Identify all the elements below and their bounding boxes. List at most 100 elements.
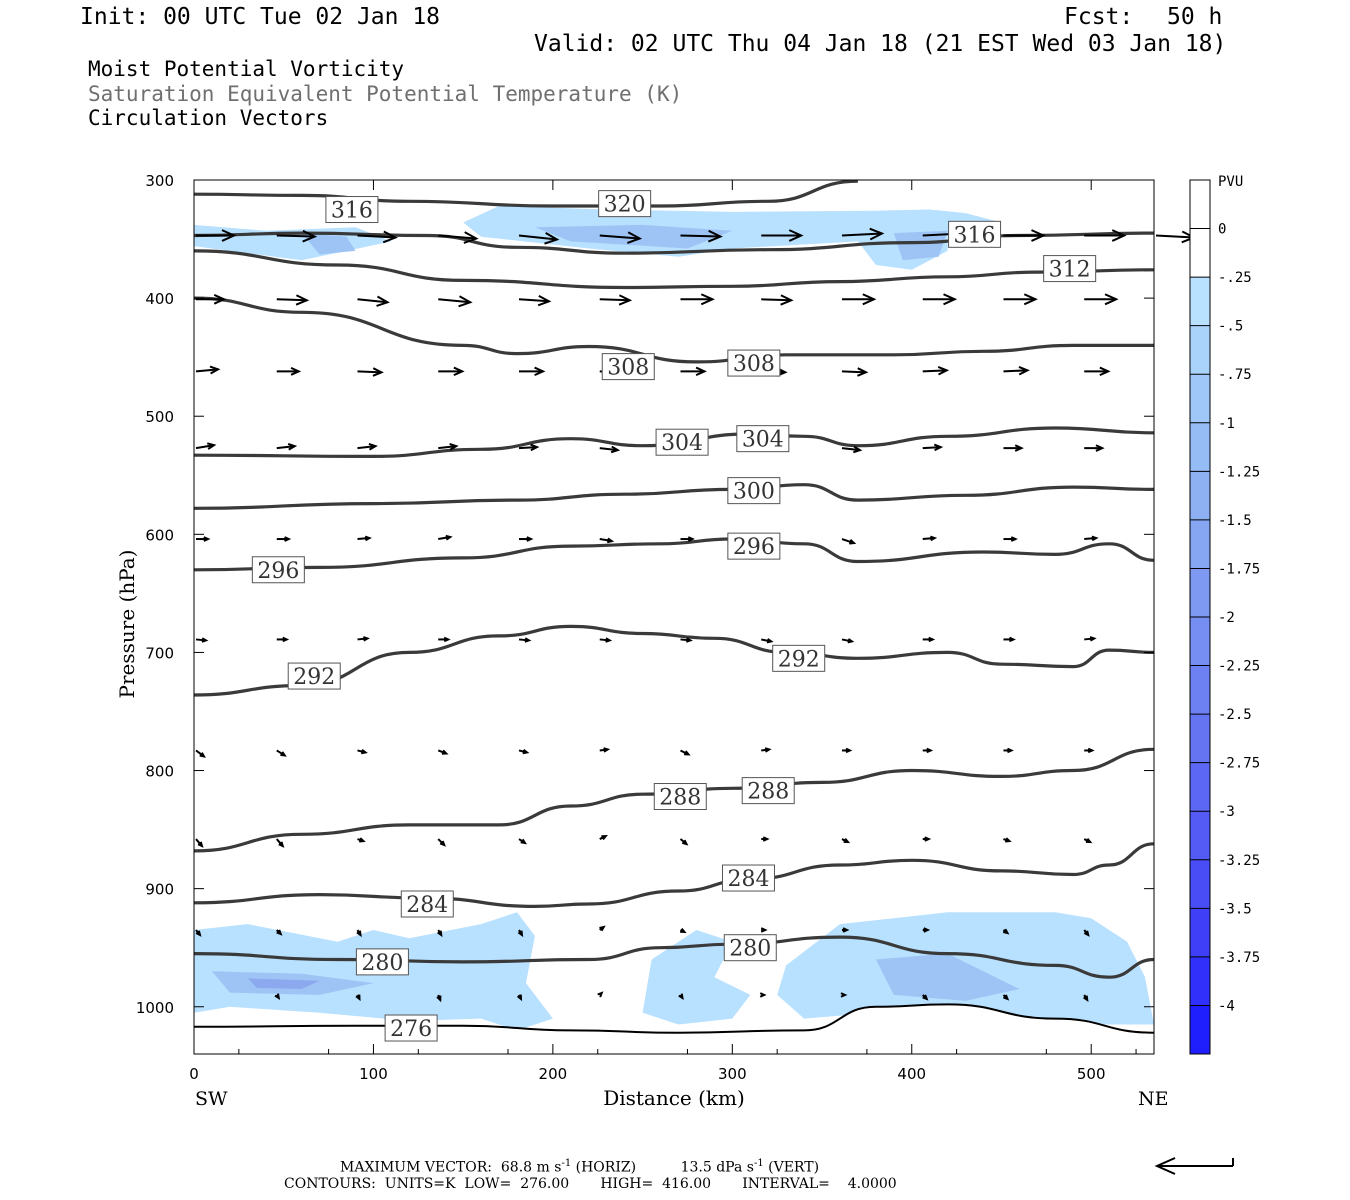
y-tick-label: 400 bbox=[145, 290, 174, 308]
vector-head bbox=[213, 293, 227, 305]
vector-head bbox=[290, 366, 302, 376]
vector-head bbox=[707, 229, 723, 243]
vector-head bbox=[869, 227, 885, 241]
vector-head bbox=[601, 834, 608, 841]
colorbar-label: -1.5 bbox=[1218, 513, 1252, 529]
colorbar-title: PVU bbox=[1218, 174, 1243, 190]
vector-head bbox=[372, 367, 384, 377]
vector-head bbox=[788, 229, 804, 242]
vector-shaft bbox=[518, 446, 538, 450]
colorbar-label: -2.75 bbox=[1218, 756, 1260, 772]
pv-region bbox=[301, 233, 356, 255]
vector-head bbox=[700, 293, 715, 306]
plot-frame bbox=[193, 179, 1155, 1055]
vector-head bbox=[445, 534, 453, 541]
contour-label: 316 bbox=[954, 223, 996, 248]
vector-head bbox=[1003, 994, 1010, 1001]
vector-head bbox=[684, 750, 691, 756]
vector-head bbox=[857, 367, 869, 377]
contour-label-box bbox=[325, 196, 379, 224]
vector-head bbox=[1031, 229, 1046, 242]
vector-head bbox=[843, 838, 851, 844]
colorbar-swatch bbox=[1190, 180, 1210, 230]
vector-shaft bbox=[680, 234, 721, 238]
reference-vector-icon bbox=[1154, 1157, 1234, 1175]
x-tick-label: 500 bbox=[1077, 1065, 1106, 1083]
vector-head bbox=[295, 294, 310, 306]
contour-label: 276 bbox=[390, 1017, 432, 1042]
max-vector-vert-exp: -1 bbox=[753, 1158, 764, 1169]
contour-label: 316 bbox=[331, 199, 373, 224]
contour-label: 304 bbox=[661, 431, 703, 456]
colorbar-label: -1.25 bbox=[1218, 464, 1260, 480]
vector-head bbox=[618, 294, 633, 306]
vector-head bbox=[1018, 365, 1030, 376]
colorbar-swatch bbox=[1190, 956, 1210, 1006]
colorbar-swatch bbox=[1190, 1005, 1210, 1055]
vector-head bbox=[840, 992, 848, 998]
contour-label-box bbox=[721, 864, 775, 892]
vector-head bbox=[441, 749, 449, 755]
max-vector-horiz-exp: -1 bbox=[561, 1158, 572, 1169]
vector-head bbox=[1009, 636, 1016, 643]
field-title-vectors: Circulation Vectors bbox=[88, 106, 329, 130]
max-vector-vert-tag: (VERT) bbox=[768, 1159, 820, 1176]
colorbar-label: -3.5 bbox=[1218, 901, 1252, 917]
contour-label-box bbox=[727, 532, 781, 560]
vector-head bbox=[766, 638, 774, 644]
colorbar-label: -2 bbox=[1218, 610, 1235, 626]
vector-head bbox=[206, 442, 217, 450]
theta-es-contours bbox=[193, 179, 1155, 1034]
y-tick-label: 800 bbox=[145, 763, 174, 781]
vector-head bbox=[274, 993, 281, 1000]
pv-shading bbox=[194, 206, 1154, 1031]
colorbar-label: -.25 bbox=[1218, 270, 1252, 286]
vector-shaft bbox=[357, 234, 396, 239]
vector-shaft bbox=[357, 298, 388, 304]
x-right-label: NE bbox=[1138, 1088, 1169, 1110]
vector-head bbox=[1083, 995, 1089, 1003]
contour-label-box bbox=[384, 1014, 438, 1042]
vector-head bbox=[443, 636, 451, 643]
vector-head bbox=[517, 930, 524, 938]
vector-head bbox=[762, 836, 770, 842]
circulation-vectors bbox=[195, 227, 1197, 1003]
vector-head bbox=[610, 445, 621, 454]
vector-shaft bbox=[1003, 369, 1028, 373]
vector-shaft bbox=[438, 445, 457, 450]
vector-head bbox=[534, 366, 546, 377]
contour-label: 308 bbox=[607, 356, 649, 381]
vector-head bbox=[928, 636, 936, 643]
vector-head bbox=[537, 294, 552, 307]
vector-head bbox=[603, 747, 611, 753]
vector-head bbox=[278, 841, 285, 848]
colorbar-swatch bbox=[1190, 617, 1210, 667]
vector-shaft bbox=[841, 232, 883, 237]
vector-head bbox=[943, 293, 958, 306]
vector-shaft bbox=[357, 445, 376, 450]
vector-head bbox=[201, 637, 209, 643]
contour-label: 296 bbox=[257, 559, 299, 584]
vector-shaft bbox=[922, 369, 947, 373]
pv-region bbox=[893, 230, 948, 261]
colorbar-label: -1.75 bbox=[1218, 561, 1260, 577]
colorbar-swatch bbox=[1190, 665, 1210, 715]
contour-label: 300 bbox=[733, 480, 775, 505]
vector-head bbox=[695, 366, 707, 377]
y-tick-label: 300 bbox=[145, 172, 174, 190]
x-tick-label: 400 bbox=[897, 1065, 926, 1083]
vector-head bbox=[458, 295, 473, 308]
x-tick-label: 300 bbox=[718, 1065, 747, 1083]
colorbar-label: -1 bbox=[1218, 416, 1235, 432]
contour-label: 312 bbox=[1049, 258, 1091, 283]
colorbar-swatch bbox=[1190, 228, 1210, 278]
vector-shaft bbox=[761, 298, 792, 302]
vector-head bbox=[302, 229, 318, 243]
vector-head bbox=[1099, 366, 1111, 377]
max-vector-horiz-tag: (HORIZ) bbox=[575, 1159, 637, 1176]
vector-head bbox=[1002, 928, 1010, 935]
vector-shaft bbox=[599, 447, 618, 452]
vector-head bbox=[1083, 930, 1090, 937]
vector-head bbox=[356, 930, 362, 938]
pv-region bbox=[875, 953, 1020, 1001]
